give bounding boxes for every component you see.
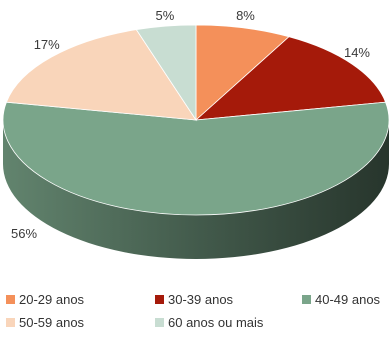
legend-label-30-39: 30-39 anos [168,292,234,307]
legend-item-60-plus: 60 anos ou mais [155,315,263,330]
data-label-60-plus: 5% [155,8,174,23]
pie-slice-60-plus [135,24,197,122]
legend-swatch-20-29 [6,295,15,304]
legend-label-20-29: 20-29 anos [19,292,85,307]
data-label-50-59: 17% [34,37,60,52]
pie-data-labels: 8% 14% 56% 17% 5% [11,8,370,241]
data-label-30-39: 14% [344,45,370,60]
legend-label-50-59: 50-59 anos [19,315,85,330]
pie-slice-40-49 [2,101,390,216]
legend-swatch-60-plus [155,318,164,327]
legend-item-50-59: 50-59 anos [6,315,84,330]
pie-3d-sides [3,120,389,259]
pie-side-40-49 [3,120,389,259]
data-label-40-49: 56% [11,226,37,241]
legend: 20-29 anos 30-39 anos 40-49 anos 50-59 a… [0,292,390,347]
pie-slice-30-39 [194,36,387,121]
legend-swatch-40-49 [302,295,311,304]
legend-swatch-30-39 [155,295,164,304]
pie-slices [2,24,390,216]
pie-slice-50-59 [5,29,197,121]
data-label-20-29: 8% [236,8,255,23]
legend-item-40-49: 40-49 anos [302,292,380,307]
legend-label-60-plus: 60 anos ou mais [168,315,264,330]
legend-label-40-49: 40-49 anos [315,292,381,307]
legend-item-30-39: 30-39 anos [155,292,233,307]
legend-swatch-50-59 [6,318,15,327]
pie-slice-20-29 [195,24,290,121]
legend-item-20-29: 20-29 anos [6,292,84,307]
